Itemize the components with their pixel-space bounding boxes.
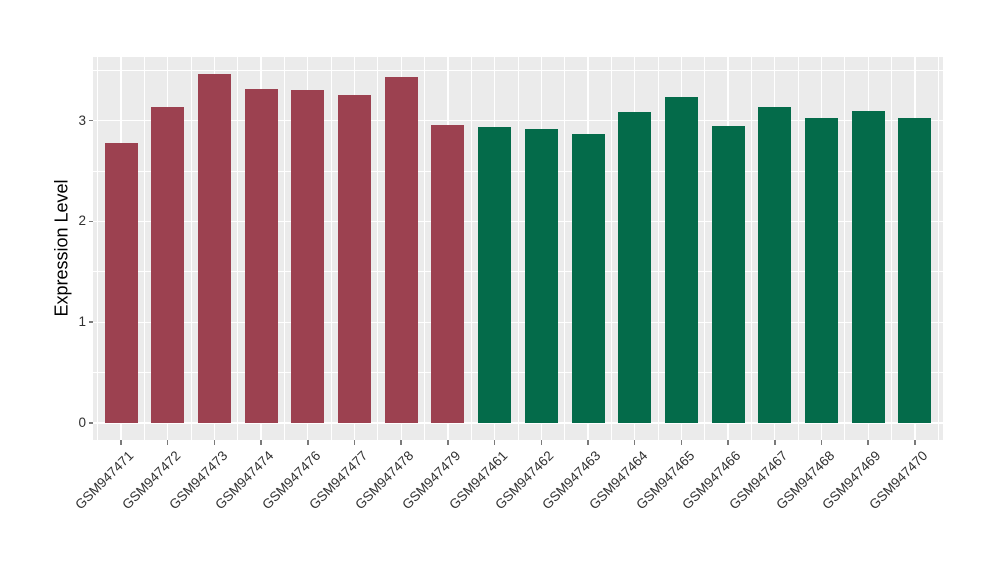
gridline-horizontal-minor <box>93 69 943 71</box>
x-axis-tick <box>400 440 402 445</box>
bar-GSM947461 <box>478 126 512 423</box>
x-axis-tick <box>120 440 122 445</box>
x-axis-tick <box>447 440 449 445</box>
gridline-vertical-minor <box>284 57 285 440</box>
bar-GSM947467 <box>758 107 792 423</box>
y-axis-tick <box>88 422 93 424</box>
y-tick-label: 2 <box>78 213 86 229</box>
bar-GSM947462 <box>524 128 558 423</box>
y-axis-title: Expression Level <box>51 179 72 317</box>
gridline-vertical-minor <box>657 57 659 440</box>
y-tick-label: 1 <box>78 314 86 330</box>
gridline-vertical-minor <box>143 57 145 440</box>
gridline-vertical-minor <box>704 57 706 440</box>
x-axis-tick <box>633 440 636 445</box>
x-axis-tick <box>774 440 776 445</box>
gridline-vertical-minor <box>470 57 472 440</box>
gridline-horizontal-major <box>93 220 943 223</box>
gridline-vertical-minor <box>330 57 332 440</box>
gridline-vertical-minor <box>237 57 239 440</box>
gridline-horizontal-major <box>93 422 943 424</box>
gridline-horizontal-minor <box>93 372 943 374</box>
x-axis-tick <box>213 440 216 445</box>
y-axis-tick <box>88 119 93 122</box>
x-axis-tick <box>680 440 683 445</box>
x-axis-tick <box>260 440 262 445</box>
gridline-vertical-minor <box>891 57 892 440</box>
y-tick-label: 0 <box>78 415 86 430</box>
y-axis-tick <box>88 321 93 323</box>
bar-GSM947466 <box>711 125 745 423</box>
gridline-vertical-minor <box>797 57 799 440</box>
gridline-vertical-minor <box>190 57 192 440</box>
x-axis-tick <box>727 440 729 445</box>
gridline-horizontal-major <box>93 321 943 323</box>
x-axis-tick <box>540 440 543 445</box>
bar-GSM947468 <box>805 117 838 423</box>
bar-GSM947470 <box>898 117 932 423</box>
x-axis-tick <box>587 440 589 445</box>
bar-GSM947472 <box>151 107 185 423</box>
bar-GSM947464 <box>618 111 652 423</box>
bar-GSM947474 <box>244 89 278 423</box>
x-axis-tick <box>820 440 823 445</box>
x-axis-tick <box>914 440 916 445</box>
bar-GSM947465 <box>664 97 698 423</box>
bar-GSM947477 <box>338 95 371 423</box>
x-axis-tick <box>353 440 356 445</box>
x-axis-tick <box>307 440 309 445</box>
y-tick-label: 3 <box>78 112 86 128</box>
gridline-vertical-minor <box>97 57 99 440</box>
y-axis-tick <box>88 220 93 223</box>
gridline-vertical-minor <box>937 57 939 440</box>
gridline-horizontal-minor <box>93 170 943 172</box>
bar-GSM947478 <box>384 77 418 423</box>
gridline-vertical-minor <box>424 57 425 440</box>
x-axis-tick <box>493 440 496 445</box>
bar-GSM947479 <box>431 124 465 423</box>
bar-GSM947469 <box>851 110 885 423</box>
x-axis-tick <box>867 440 869 445</box>
gridline-vertical-minor <box>610 57 612 440</box>
bar-GSM947463 <box>571 133 605 423</box>
gridline-vertical-minor <box>564 57 566 440</box>
bar-GSM947476 <box>291 90 325 423</box>
gridline-vertical-minor <box>377 57 379 440</box>
bar-GSM947471 <box>104 142 138 423</box>
gridline-horizontal-minor <box>93 271 943 273</box>
gridline-vertical-minor <box>751 57 752 440</box>
plot-panel <box>93 57 943 440</box>
gridline-vertical-minor <box>844 57 846 440</box>
gridline-vertical-minor <box>517 57 519 440</box>
bar-GSM947473 <box>197 74 231 423</box>
x-axis-tick <box>166 440 169 445</box>
gridline-horizontal-major <box>93 119 943 122</box>
